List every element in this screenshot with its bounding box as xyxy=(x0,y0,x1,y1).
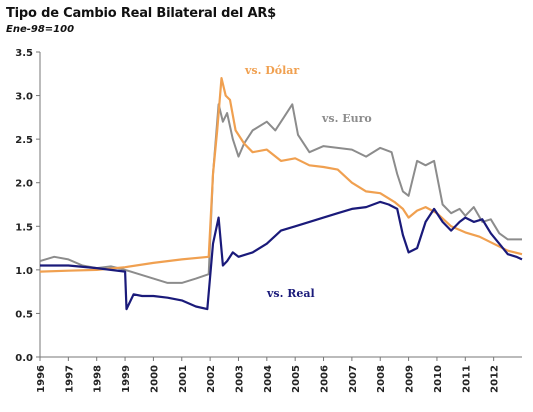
x-tick-label: 2007 xyxy=(348,365,359,393)
chart-series-lines xyxy=(39,76,523,311)
annotation-real: vs. Real xyxy=(266,287,315,300)
x-tick-label: 2000 xyxy=(149,365,160,393)
x-tick-label: 2006 xyxy=(320,365,331,393)
y-tick-label: 3.0 xyxy=(15,92,33,103)
x-tick-label: 2008 xyxy=(376,365,387,393)
x-tick-label: 2010 xyxy=(433,365,444,393)
y-tick-label: 0.0 xyxy=(15,353,33,364)
chart-subtitle: Ene-98=100 xyxy=(6,24,75,35)
y-tick-label: 2.5 xyxy=(15,135,33,146)
x-tick-label: 2004 xyxy=(263,365,274,393)
annotation-euro: vs. Euro xyxy=(321,112,372,125)
y-tick-label: 0.5 xyxy=(15,309,33,320)
x-tick-label: 2012 xyxy=(490,365,501,393)
series-line-real xyxy=(40,200,523,311)
series-line-euro xyxy=(39,103,522,284)
chart-axes: 0.0 0.5 1.0 1.5 2.0 2.5 3.0 3.5 1996 1997 1998 1999… xyxy=(15,48,522,393)
x-tick-label: 2011 xyxy=(461,365,472,393)
series-line-dolar xyxy=(39,76,523,273)
annotation-dolar: vs. Dólar xyxy=(244,64,299,77)
y-tick-label: 1.5 xyxy=(15,222,33,233)
x-tick-label: 2002 xyxy=(206,365,217,393)
x-tick-label: 2005 xyxy=(291,365,302,393)
x-tick-label: 1998 xyxy=(93,365,104,393)
x-tick-label: 1999 xyxy=(121,365,132,393)
x-tick-label: 2001 xyxy=(178,365,189,393)
y-tick-label: 1.0 xyxy=(15,266,33,277)
x-tick-label: 1997 xyxy=(64,365,75,393)
x-tick-label: 1996 xyxy=(36,365,47,393)
chart-title: Tipo de Cambio Real Bilateral del AR$ xyxy=(6,6,277,21)
y-tick-label: 2.0 xyxy=(15,179,33,190)
x-tick-label: 2009 xyxy=(405,365,416,393)
chart-annotations: vs. Dólar vs. Euro vs. Real xyxy=(244,64,372,300)
y-tick-label: 3.5 xyxy=(15,48,33,59)
x-tick-label: 2003 xyxy=(234,365,245,393)
